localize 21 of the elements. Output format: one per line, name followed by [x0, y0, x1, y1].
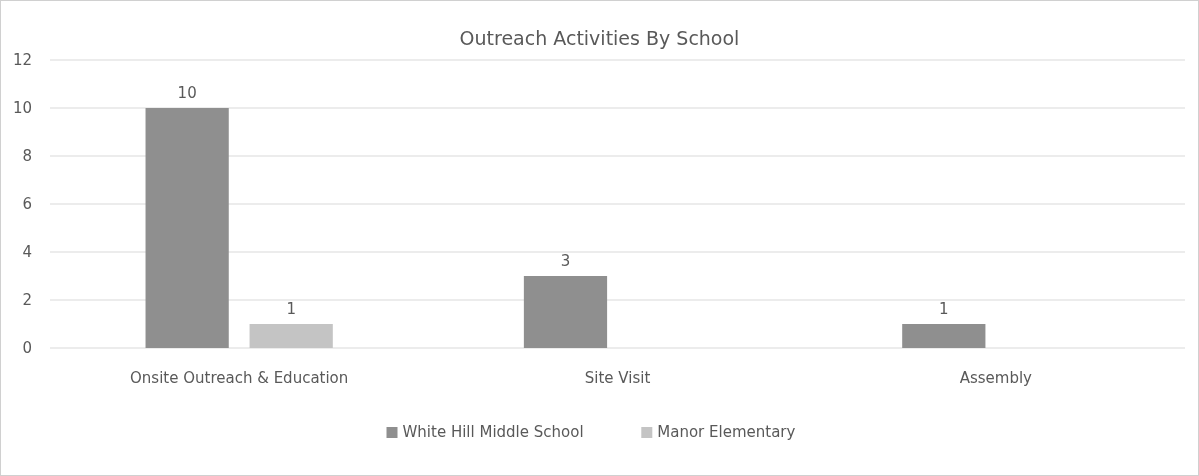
- x-tick-label: Onsite Outreach & Education: [130, 369, 349, 387]
- y-tick-label: 6: [22, 195, 32, 214]
- data-label: 1: [286, 300, 296, 318]
- x-tick-label: Assembly: [959, 369, 1033, 387]
- data-label: 10: [177, 84, 197, 102]
- bar: [902, 324, 986, 348]
- y-tick-label: 0: [22, 339, 32, 358]
- y-tick-label: 10: [12, 99, 32, 118]
- y-tick-label: 12: [12, 51, 32, 70]
- legend-label: Manor Elementary: [657, 423, 796, 441]
- x-tick-label: Site Visit: [584, 369, 651, 387]
- bar: [249, 324, 333, 348]
- y-tick-label: 4: [22, 243, 32, 262]
- chart-title: Outreach Activities By School: [459, 27, 740, 49]
- bar: [523, 276, 608, 348]
- legend-label: White Hill Middle School: [402, 423, 584, 441]
- data-label: 1: [939, 300, 949, 318]
- y-tick-label: 2: [22, 291, 32, 310]
- data-label: 3: [560, 252, 571, 270]
- y-tick-label: 8: [22, 147, 32, 166]
- bar: [145, 108, 229, 348]
